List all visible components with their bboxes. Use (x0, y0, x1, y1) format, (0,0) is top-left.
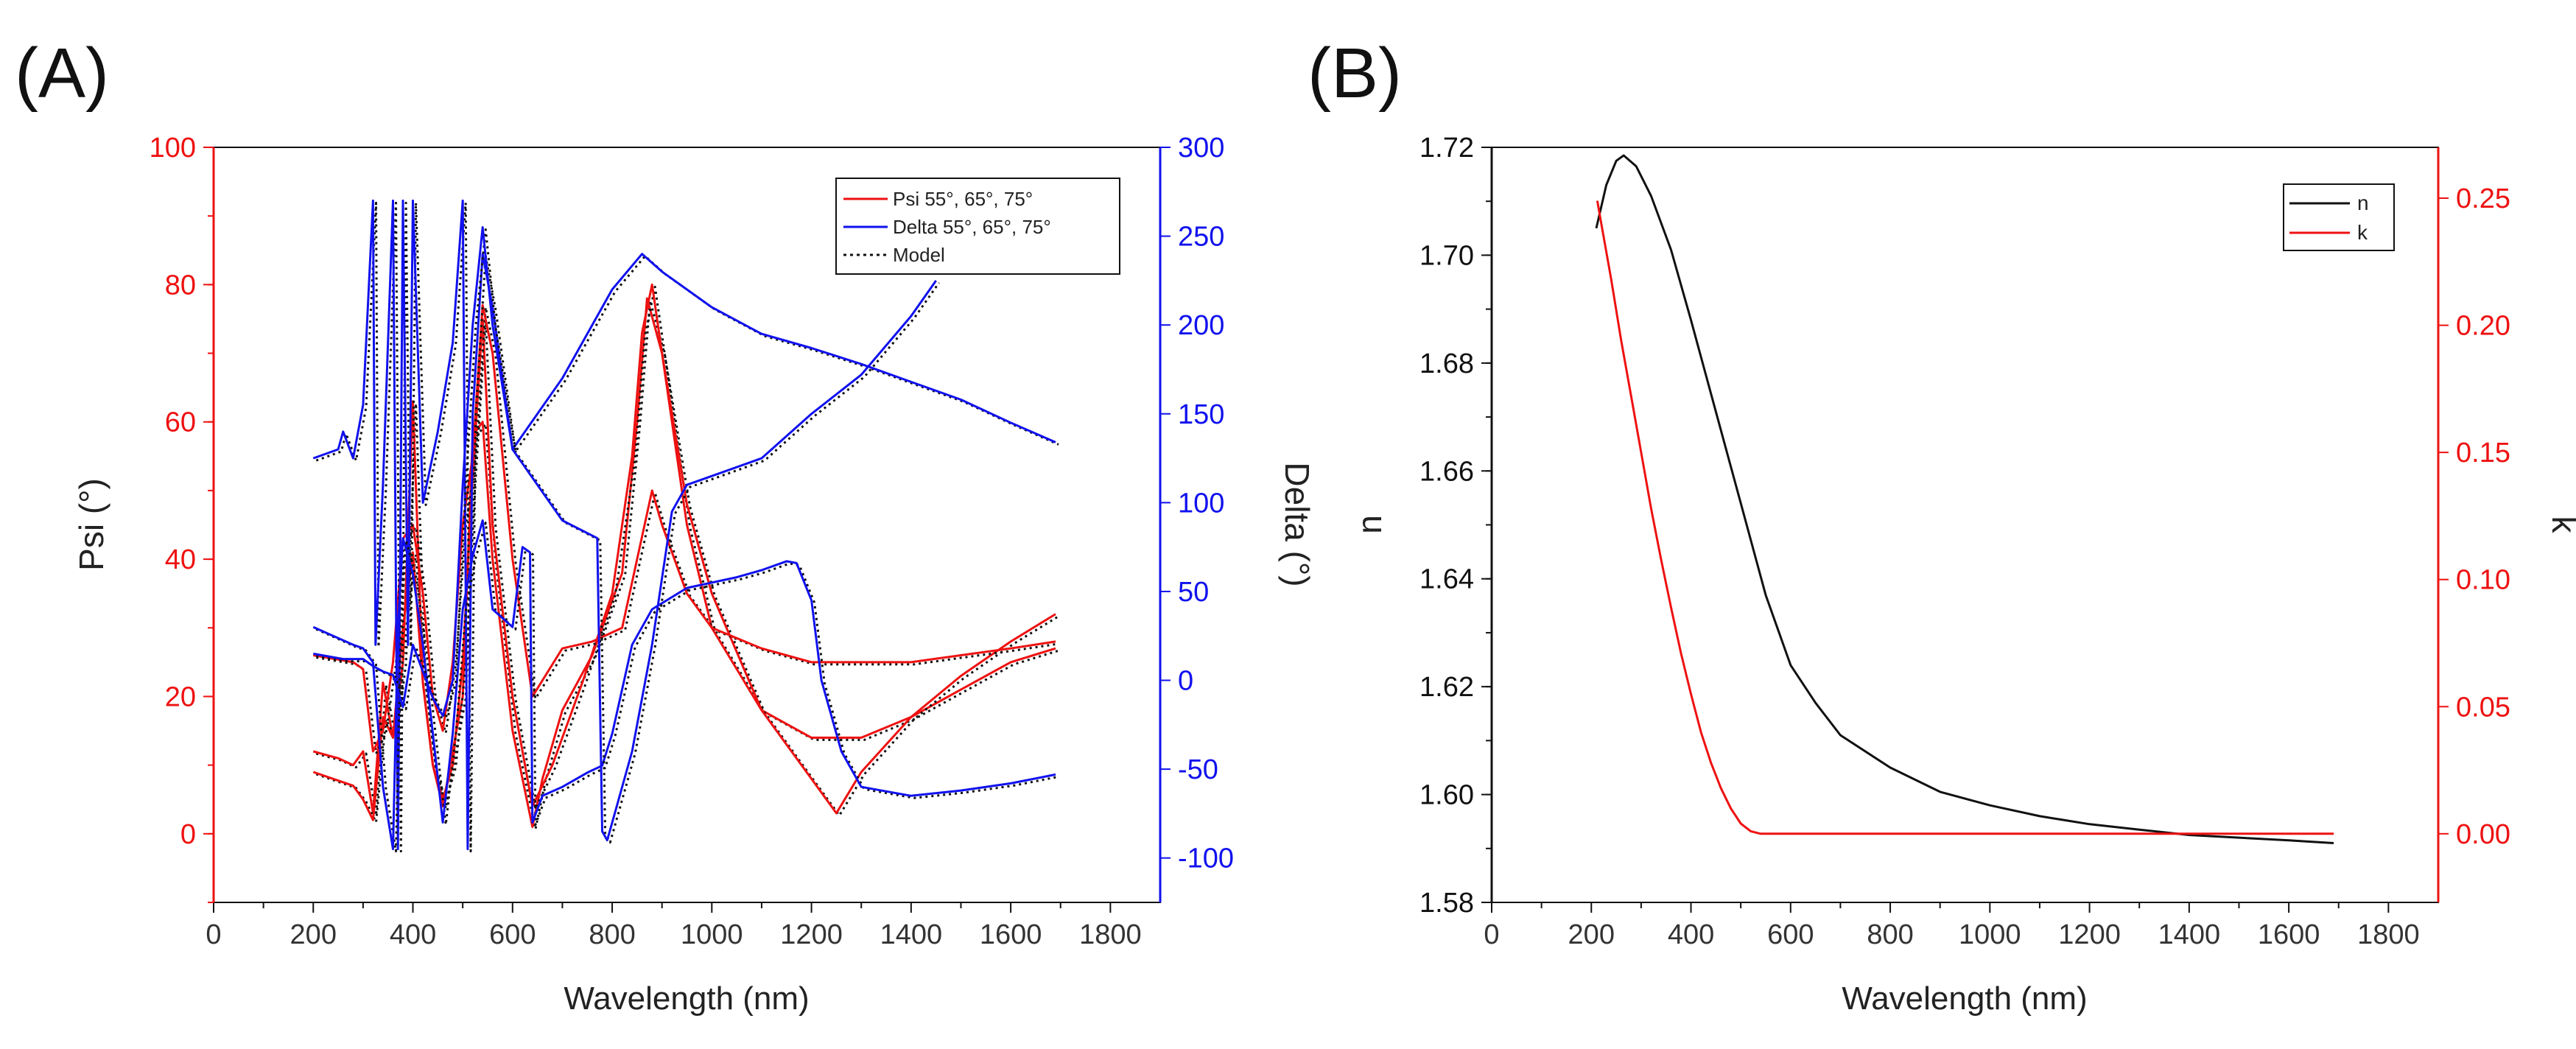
series-line-delta-65- (312, 519, 1056, 851)
x-tick-label: 400 (390, 919, 436, 950)
y2-tick-label: 150 (1178, 399, 1224, 430)
y-tick-label: 1.68 (1419, 348, 1474, 379)
y-axis-label-n: n (1350, 515, 1389, 534)
y2-tick-label: 0.15 (2456, 438, 2510, 469)
axis-ticks-a: 0 200 400 600 800 1000 1200 1400 1600 18000204060… (150, 133, 1234, 950)
y2-tick-label: 0.00 (2456, 819, 2510, 850)
y2-tick-label: -50 (1178, 754, 1218, 785)
x-tick-label: 1600 (980, 919, 1042, 950)
x-tick-label: 600 (489, 919, 536, 950)
x-tick-label: 1000 (1959, 919, 2021, 950)
series-group-a (312, 199, 1059, 853)
model-line-psi-65- (315, 285, 1059, 824)
y-tick-label: 1.62 (1419, 672, 1474, 703)
legend-label-delta: Delta 55°, 65°, 75° (893, 216, 1051, 238)
y2-tick-label: 0.10 (2456, 565, 2510, 596)
x-axis-label-a: Wavelength (nm) (564, 980, 809, 1017)
series-line-delta-55- (312, 199, 1056, 851)
x-tick-label: 1400 (880, 919, 943, 950)
legend-label-psi: Psi 55°, 65°, 75° (893, 188, 1033, 210)
y2-tick-label: 0.05 (2456, 692, 2510, 723)
y2-tick-label: 100 (1178, 488, 1224, 519)
y2-tick-label: -100 (1178, 843, 1234, 874)
y-tick-label: 100 (150, 133, 196, 164)
y-tick-label: 1.60 (1419, 780, 1474, 811)
series-line-psi-75- (313, 304, 1056, 753)
y-axis-label-psi: Psi (°) (72, 478, 110, 571)
plot-frame-b (1491, 147, 2439, 903)
x-tick-label: 1400 (2158, 919, 2221, 950)
x-tick-label: 800 (1867, 919, 1913, 950)
series-line-psi-55- (312, 297, 1056, 828)
x-tick-label: 0 (206, 919, 221, 950)
legend-box-b (2283, 183, 2395, 251)
model-line-delta-65- (315, 522, 1059, 853)
y-tick-label: 0 (180, 819, 196, 850)
y2-tick-label: 50 (1178, 577, 1209, 608)
y2-tick-label: 0 (1178, 666, 1193, 697)
y-tick-label: 60 (165, 407, 196, 438)
y-tick-label: 80 (165, 270, 196, 301)
x-tick-label: 800 (589, 919, 635, 950)
y-tick-label: 20 (165, 681, 196, 712)
y-tick-label: 1.72 (1419, 133, 1474, 164)
model-line-delta-75- (316, 228, 940, 844)
x-tick-label: 1800 (2357, 919, 2420, 950)
legend-label-k: k (2357, 221, 2368, 244)
x-tick-label: 1000 (681, 919, 743, 950)
x-tick-label: 1200 (2058, 919, 2121, 950)
y2-tick-label: 300 (1178, 133, 1224, 164)
x-tick-label: 400 (1668, 919, 1714, 950)
x-tick-label: 0 (1484, 919, 1499, 950)
series-line-delta-75- (313, 226, 937, 842)
y-tick-label: 40 (165, 544, 196, 575)
model-line-delta-55- (315, 201, 1059, 853)
panel-label-a: (A) (15, 34, 109, 113)
legend-b: n k (2283, 183, 2395, 251)
y-tick-label: 1.58 (1419, 888, 1474, 919)
y2-tick-label: 200 (1178, 310, 1224, 341)
x-tick-label: 200 (1568, 919, 1615, 950)
x-tick-label: 600 (1767, 919, 1814, 950)
y-tick-label: 1.64 (1419, 564, 1474, 595)
y2-axis-label-delta: Delta (°) (1278, 462, 1316, 586)
panel-b: (B) 0 200 400 600 800 1000 1200 1400 1600 1800 1.5… (1308, 34, 2576, 1017)
y2-tick-label: 0.20 (2456, 311, 2510, 342)
model-line-psi-55- (315, 299, 1059, 830)
panel-label-b: (B) (1308, 34, 1402, 113)
series-line-psi-65- (312, 283, 1056, 821)
series-line-n (1595, 154, 2334, 844)
y2-axis-label-k: k (2545, 516, 2576, 534)
series-line-k (1596, 200, 2334, 835)
legend-a: Psi 55°, 65°, 75° Delta 55°, 65°, 75° Mo… (835, 178, 1120, 275)
series-group-b (1595, 154, 2334, 844)
x-tick-label: 1200 (780, 919, 843, 950)
panel-a: (A) 0 200 400 600 800 1000 1200 1400 1600 1800020… (15, 34, 1316, 1017)
y2-tick-label: 0.25 (2456, 183, 2510, 214)
x-axis-label-b: Wavelength (nm) (1842, 980, 2087, 1017)
axis-ticks-b: 0 200 400 600 800 1000 1200 1400 1600 1800 1.58 1.6… (1419, 133, 2510, 950)
y2-tick-label: 250 (1178, 222, 1224, 253)
x-tick-label: 1800 (1079, 919, 1142, 950)
y-tick-label: 1.66 (1419, 456, 1474, 487)
y-tick-label: 1.70 (1419, 240, 1474, 271)
legend-label-n: n (2357, 192, 2369, 214)
x-tick-label: 1600 (2258, 919, 2320, 950)
x-tick-label: 200 (290, 919, 337, 950)
legend-label-model: Model (893, 244, 945, 266)
